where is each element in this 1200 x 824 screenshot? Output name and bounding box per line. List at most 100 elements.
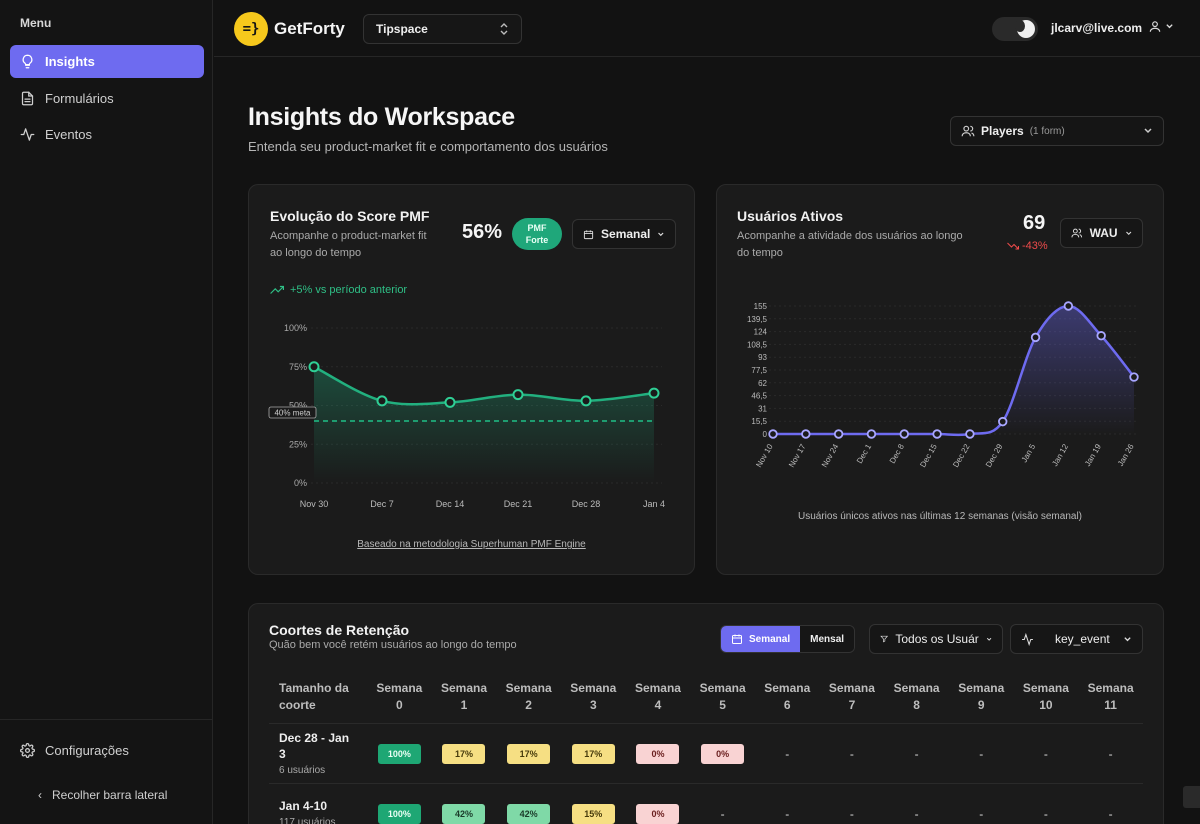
badge-line: PMF xyxy=(527,223,547,233)
cohort-label-cell: Jan 4-10 117 usuários xyxy=(269,783,367,824)
pmf-score-value: 56% xyxy=(462,221,503,243)
theme-toggle[interactable] xyxy=(992,17,1038,41)
retention-cell: 17% xyxy=(560,723,626,784)
pmf-period-select[interactable]: Semanal xyxy=(572,219,676,249)
week-header: Semana 5 xyxy=(690,674,755,724)
active-users-change: -43% xyxy=(1007,240,1048,252)
active-metric-select[interactable]: WAU xyxy=(1060,218,1143,248)
week-number: 9 xyxy=(977,698,985,712)
sidebar-item-label: Formulários xyxy=(45,91,114,106)
week-header: Semana 7 xyxy=(820,674,885,724)
y-tick-label: 124 xyxy=(754,328,768,337)
retention-cell: 42% xyxy=(431,783,497,824)
pmf-card-subtitle-line: Acompanhe o product-market fit xyxy=(270,230,427,242)
retention-cell: - xyxy=(819,783,885,824)
x-tick-label: Jan 4 xyxy=(643,499,665,509)
retention-pill: 0% xyxy=(636,803,680,824)
trending-up-icon xyxy=(270,285,284,294)
chevron-down-icon xyxy=(986,637,992,641)
retention-empty: - xyxy=(914,806,919,821)
cohort-row: Dec 28 - Jan 3 6 usuários 100% 17% 17% 17% 0% 0%… xyxy=(269,723,1143,784)
active-users-caption: Usuários únicos ativos nas últimas 12 se… xyxy=(797,511,1082,522)
x-tick-label: Nov 30 xyxy=(300,499,329,509)
retention-pill: 0% xyxy=(636,743,680,764)
x-tick-label: Dec 22 xyxy=(951,442,972,469)
wau-point xyxy=(899,429,909,439)
active-users-value: 69 xyxy=(1023,212,1046,234)
pmf-card-subtitle-line: ao longo do tempo xyxy=(270,247,362,259)
retention-cell: 15% xyxy=(560,783,626,824)
event-select[interactable]: key_event xyxy=(1010,624,1143,654)
y-tick-label: 0 xyxy=(763,430,768,439)
form-filter-count: (1 form) xyxy=(1029,125,1065,137)
x-tick-label: Dec 28 xyxy=(572,499,601,509)
retention-empty: - xyxy=(849,746,854,761)
meta-label-box xyxy=(268,406,317,419)
retention-pill: 42% xyxy=(507,803,551,824)
retention-pill: 0% xyxy=(701,743,745,764)
retention-cell: - xyxy=(948,783,1014,824)
y-tick-label: 93 xyxy=(758,353,767,362)
activity-icon xyxy=(1022,632,1033,646)
week-number: 10 xyxy=(1039,698,1053,712)
retention-empty: - xyxy=(1108,746,1113,761)
form-filter-select[interactable]: Players (1 form) xyxy=(950,116,1164,146)
week-word: Semana xyxy=(634,681,681,695)
settings-button[interactable]: Configurações xyxy=(10,734,204,767)
pmf-card-title: Evolução do Score PMF xyxy=(270,208,430,224)
toggle-monthly[interactable]: Mensal xyxy=(800,626,855,652)
user-filter-select[interactable]: Todos os Usuár xyxy=(869,624,1003,654)
retention-cell: 100% xyxy=(367,783,432,824)
week-number: 1 xyxy=(460,698,468,712)
collapse-sidebar-button[interactable]: ‹ Recolher barra lateral xyxy=(38,788,167,802)
settings-label: Configurações xyxy=(45,743,129,758)
retention-cell: - xyxy=(1013,783,1079,824)
wau-point xyxy=(965,429,975,439)
cohort-header-row: Tamanho da coorte Semana 0 Semana 1 Semana 2 S… xyxy=(269,674,1143,724)
users-icon xyxy=(961,125,975,137)
methodology-link[interactable]: Baseado na metodologia Superhuman PMF En… xyxy=(357,539,586,550)
trending-down-icon xyxy=(1007,242,1019,250)
workspace-select[interactable]: Tipspace xyxy=(363,14,522,44)
week-header: Semana 11 xyxy=(1078,674,1143,724)
cohort-name-line: 3 xyxy=(279,746,286,761)
x-tick-label: Dec 14 xyxy=(436,499,465,509)
pmf-point xyxy=(444,396,456,408)
retention-cell: 42% xyxy=(496,783,561,824)
lightbulb-icon xyxy=(22,54,33,69)
retention-cell: 17% xyxy=(496,723,561,784)
week-header: Semana 10 xyxy=(1014,674,1079,724)
sidebar: Menu Insights Formulários Eventos Config… xyxy=(0,0,213,824)
retention-cohorts-card: Coortes de Retenção Quão bem você retém … xyxy=(248,603,1164,824)
activity-icon xyxy=(20,128,35,141)
retention-cell: 0% xyxy=(690,723,755,784)
sidebar-item-formularios[interactable]: Formulários xyxy=(10,82,204,115)
toggle-monthly-label: Mensal xyxy=(810,633,845,645)
week-header: Semana 4 xyxy=(626,674,691,724)
retention-pill: 17% xyxy=(442,743,486,764)
cohort-name: Dec 28 - Jan 3 xyxy=(279,730,367,762)
retention-cell: - xyxy=(1078,723,1143,784)
cohort-users: 6 usuários xyxy=(279,764,326,776)
sidebar-item-insights[interactable]: Insights xyxy=(10,45,204,78)
y-tick-label: 62 xyxy=(758,379,767,388)
active-metric-label: WAU xyxy=(1089,226,1118,240)
y-tick-label: 77,5 xyxy=(751,366,767,375)
wau-point xyxy=(1129,372,1139,382)
calendar-icon xyxy=(583,229,594,239)
pmf-point xyxy=(308,361,320,373)
y-tick-label: 15,5 xyxy=(751,417,767,426)
logo-icon: =} xyxy=(234,12,268,46)
x-tick-label: Dec 29 xyxy=(984,442,1005,469)
sidebar-item-eventos[interactable]: Eventos xyxy=(10,118,204,151)
toggle-weekly[interactable]: Semanal xyxy=(721,626,801,652)
pmf-score-card: Evolução do Score PMF Acompanhe o produc… xyxy=(248,184,695,575)
retention-cell: - xyxy=(1078,783,1143,824)
x-tick-label: Dec 7 xyxy=(370,499,394,509)
pmf-status-badge: PMF Forte xyxy=(512,218,562,250)
retention-empty: - xyxy=(979,746,984,761)
active-card-subtitle-line: do tempo xyxy=(737,247,783,259)
cohort-users: 117 usuários xyxy=(279,816,336,824)
week-word: Semana xyxy=(1087,681,1134,695)
user-menu-button[interactable] xyxy=(1148,19,1174,34)
